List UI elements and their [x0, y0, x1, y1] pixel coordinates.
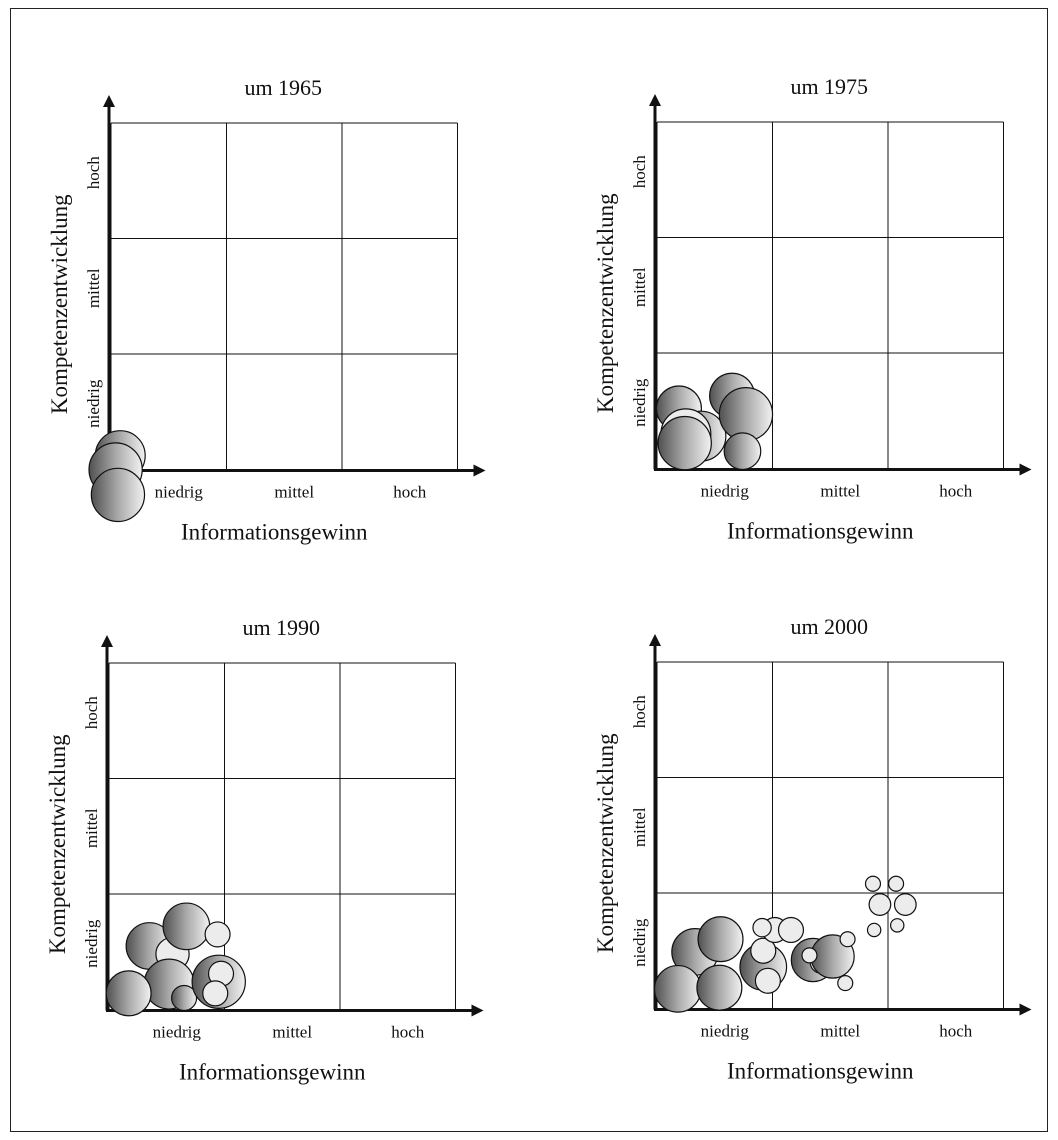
y-axis-label: Kompetenzentwicklung: [47, 194, 72, 414]
y-tick-label: niedrig: [84, 379, 103, 428]
panel-1: um 1965 niedrig mittel hoch Informationsgewi…: [47, 75, 486, 545]
bubble: [723, 432, 762, 471]
y-tick-label: niedrig: [630, 378, 649, 427]
x-tick-label: mittel: [820, 482, 860, 501]
y-tick-label: hoch: [630, 695, 649, 729]
figure-frame: um 1965 niedrig mittel hoch Informationsgewi…: [10, 8, 1048, 1132]
y-axis-label: Kompetenzentwicklung: [593, 193, 618, 413]
y-tick-label: mittel: [82, 808, 101, 848]
y-tick-label: hoch: [82, 696, 101, 730]
bubble: [696, 964, 743, 1011]
bubble: [777, 916, 805, 944]
bubble: [204, 921, 231, 948]
bubble: [754, 967, 781, 994]
panel-title: um 1965: [244, 75, 322, 100]
x-tick-label: niedrig: [153, 1023, 202, 1042]
x-tick-label: hoch: [391, 1023, 425, 1042]
x-tick-label: niedrig: [155, 483, 204, 502]
x-tick-label: mittel: [274, 483, 314, 502]
diagram-canvas: um 1965 niedrig mittel hoch Informationsgewi…: [45, 74, 1032, 1085]
bubble: [697, 916, 744, 963]
bubble: [162, 902, 211, 951]
bubble: [171, 984, 198, 1012]
bubble: [90, 467, 146, 523]
x-tick-label: hoch: [939, 1022, 973, 1041]
panel-3: um 1990 niedrig mittel hoch Informationsgewi…: [45, 615, 484, 1085]
x-axis-label: Informationsgewinn: [179, 1060, 366, 1085]
panel-title: um 2000: [790, 614, 868, 639]
panel-title: um 1975: [790, 74, 868, 99]
y-tick-label: niedrig: [630, 918, 649, 967]
bubble: [653, 964, 702, 1013]
bubble: [839, 931, 856, 948]
bubble: [105, 970, 152, 1017]
bubble: [889, 918, 905, 933]
y-tick-label: mittel: [630, 807, 649, 847]
x-tick-label: hoch: [393, 483, 427, 502]
bubble: [657, 415, 712, 471]
bubble: [801, 947, 818, 964]
bubble: [202, 980, 229, 1007]
x-tick-label: mittel: [820, 1022, 860, 1041]
y-tick-label: mittel: [84, 268, 103, 308]
x-tick-label: niedrig: [701, 1022, 750, 1041]
bubble: [864, 875, 882, 892]
panel-4: um 2000 niedrig mittel hoch Informationsgewi…: [593, 614, 1032, 1084]
y-tick-label: mittel: [630, 267, 649, 307]
bubble: [837, 975, 854, 992]
y-tick-label: hoch: [84, 156, 103, 190]
bubble: [893, 893, 917, 916]
bubble: [752, 917, 772, 938]
x-tick-label: niedrig: [701, 482, 750, 501]
bubble: [750, 937, 777, 964]
x-axis-label: Informationsgewinn: [727, 1059, 914, 1084]
x-tick-label: hoch: [939, 482, 973, 501]
y-axis-label: Kompetenzentwicklung: [593, 733, 618, 953]
bubble: [888, 875, 905, 892]
y-tick-label: hoch: [630, 155, 649, 189]
x-axis-label: Informationsgewinn: [181, 520, 368, 545]
x-tick-label: mittel: [272, 1023, 312, 1042]
y-axis-label: Kompetenzentwicklung: [45, 734, 70, 954]
bubble: [866, 922, 882, 938]
y-tick-label: niedrig: [82, 919, 101, 968]
x-axis-label: Informationsgewinn: [727, 519, 914, 544]
bubble: [868, 893, 892, 916]
panel-title: um 1990: [242, 615, 320, 640]
panel-2: um 1975 niedrig mittel hoch Informationsgewi…: [593, 74, 1032, 544]
